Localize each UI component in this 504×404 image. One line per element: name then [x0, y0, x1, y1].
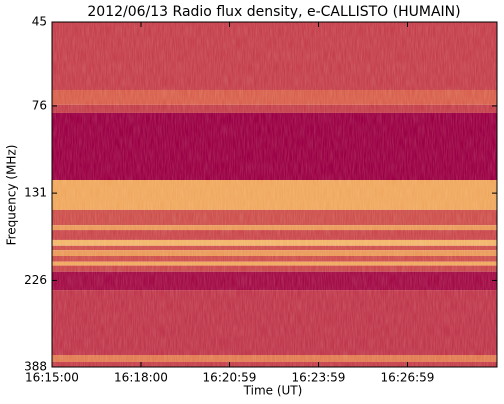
- x-axis-label: Time (UT): [243, 384, 303, 398]
- texture: [52, 22, 497, 367]
- y-tick-label: 226: [24, 273, 47, 287]
- y-tick-label: 131: [24, 186, 47, 200]
- frame: [51, 21, 498, 368]
- chart-title: 2012/06/13 Radio flux density, e-CALLIST…: [87, 4, 460, 20]
- y-tick-label: 76: [32, 98, 47, 112]
- x-tick-label: 16:23:59: [292, 371, 346, 385]
- y-axis-label: Frequency (MHz): [5, 145, 19, 246]
- x-tick-label: 16:18:00: [114, 371, 168, 385]
- x-tick-label: 16:26:59: [381, 371, 435, 385]
- x-tick-label: 16:15:00: [25, 371, 79, 385]
- y-tick-label: 45: [32, 15, 47, 29]
- y-tick-label: 388: [24, 360, 47, 374]
- x-tick-label: 16:20:59: [203, 371, 257, 385]
